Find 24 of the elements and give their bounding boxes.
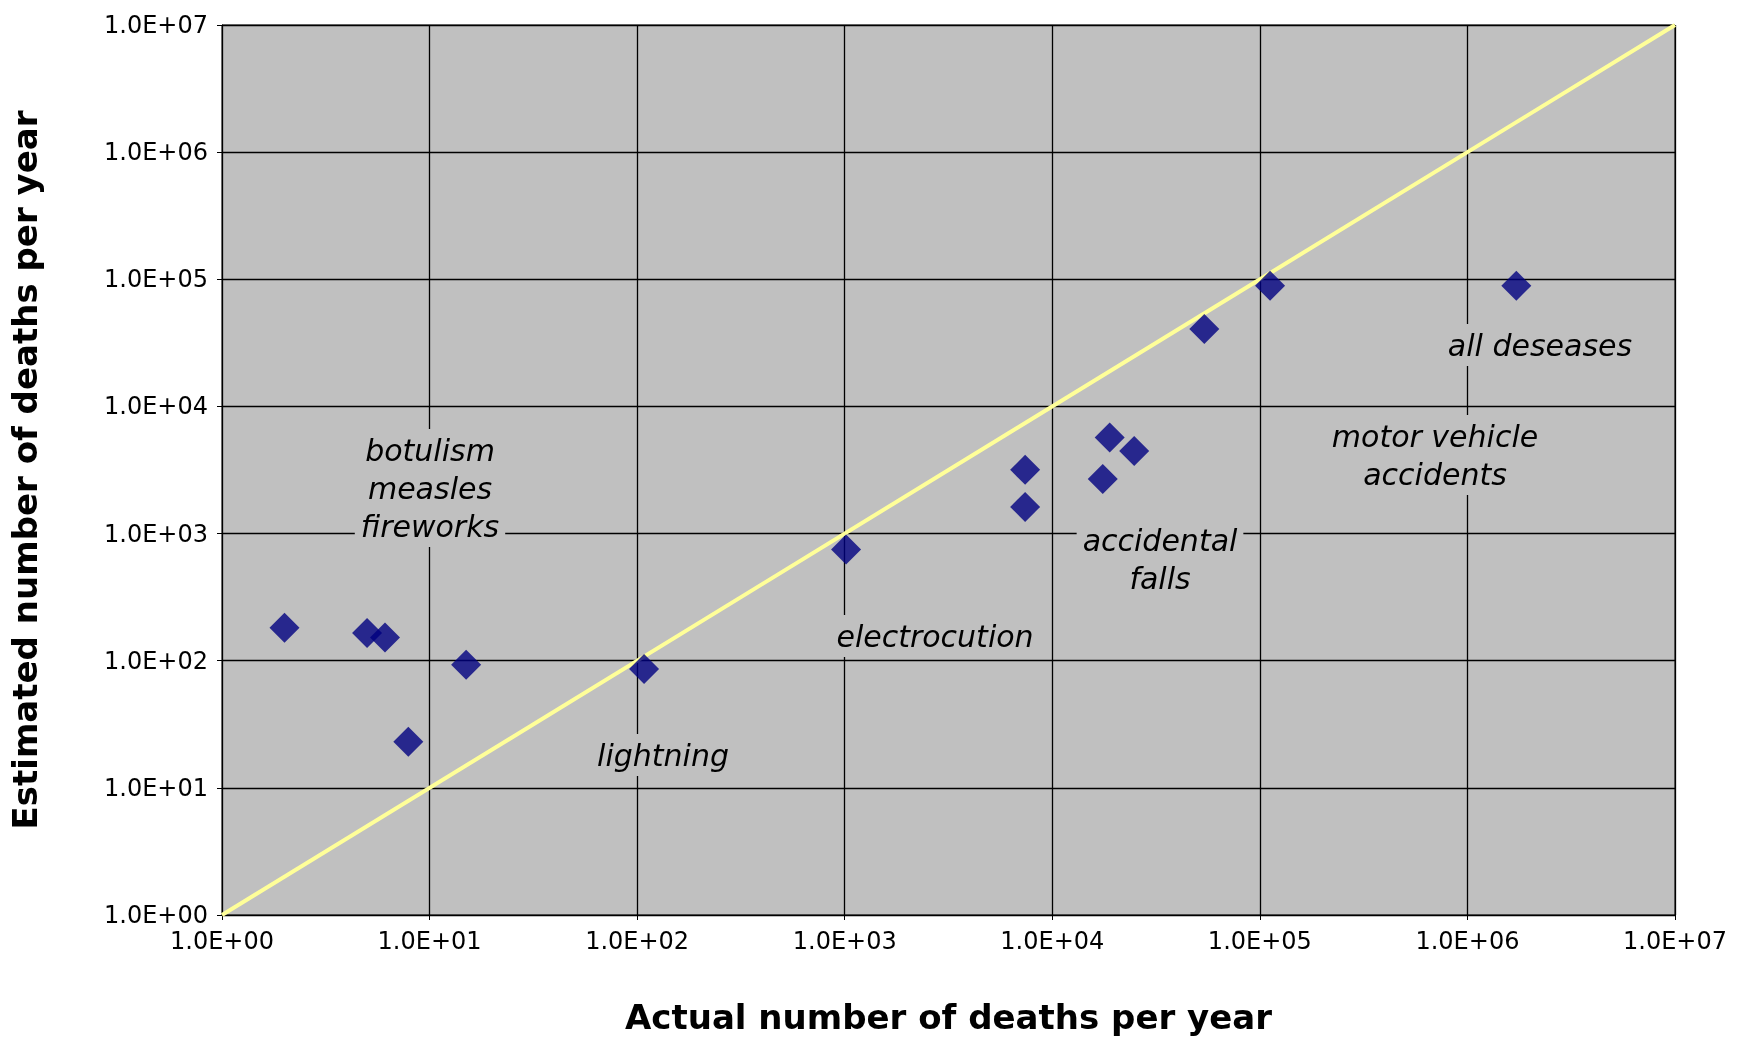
annotation: all deseases	[1447, 327, 1633, 363]
x-tick-label: 1.0E+07	[1623, 927, 1727, 955]
y-tick-label: 1.0E+03	[104, 519, 208, 548]
annotation: lightning	[597, 737, 729, 773]
y-axis-title: Estimated number of deaths per year	[5, 110, 45, 830]
y-tick-label: 1.0E+06	[104, 138, 208, 167]
x-tick-label: 1.0E+00	[170, 927, 274, 955]
x-tick-label: 1.0E+06	[1415, 927, 1520, 955]
annotation: electrocution	[836, 618, 1034, 654]
annotation: motor vehicle accidents	[1331, 418, 1539, 492]
x-tick-label: 1.0E+01	[377, 927, 482, 955]
y-tick-label: 1.0E+04	[104, 392, 208, 421]
y-tick-label: 1.0E+05	[104, 265, 208, 294]
annotation: botulism measles fireworks	[360, 432, 500, 544]
y-tick-label: 1.0E+00	[104, 901, 208, 929]
y-tick-label: 1.0E+01	[104, 773, 208, 802]
x-axis-title: Actual number of deaths per year	[625, 997, 1273, 1037]
x-tick-label: 1.0E+04	[1000, 927, 1105, 955]
x-tick-label: 1.0E+03	[792, 927, 897, 955]
x-tick-label: 1.0E+05	[1207, 927, 1312, 955]
y-tick-label: 1.0E+02	[104, 646, 208, 675]
y-tick-label: 1.0E+07	[104, 11, 208, 39]
x-tick-label: 1.0E+02	[585, 927, 690, 955]
annotation: accidental falls	[1082, 522, 1239, 596]
